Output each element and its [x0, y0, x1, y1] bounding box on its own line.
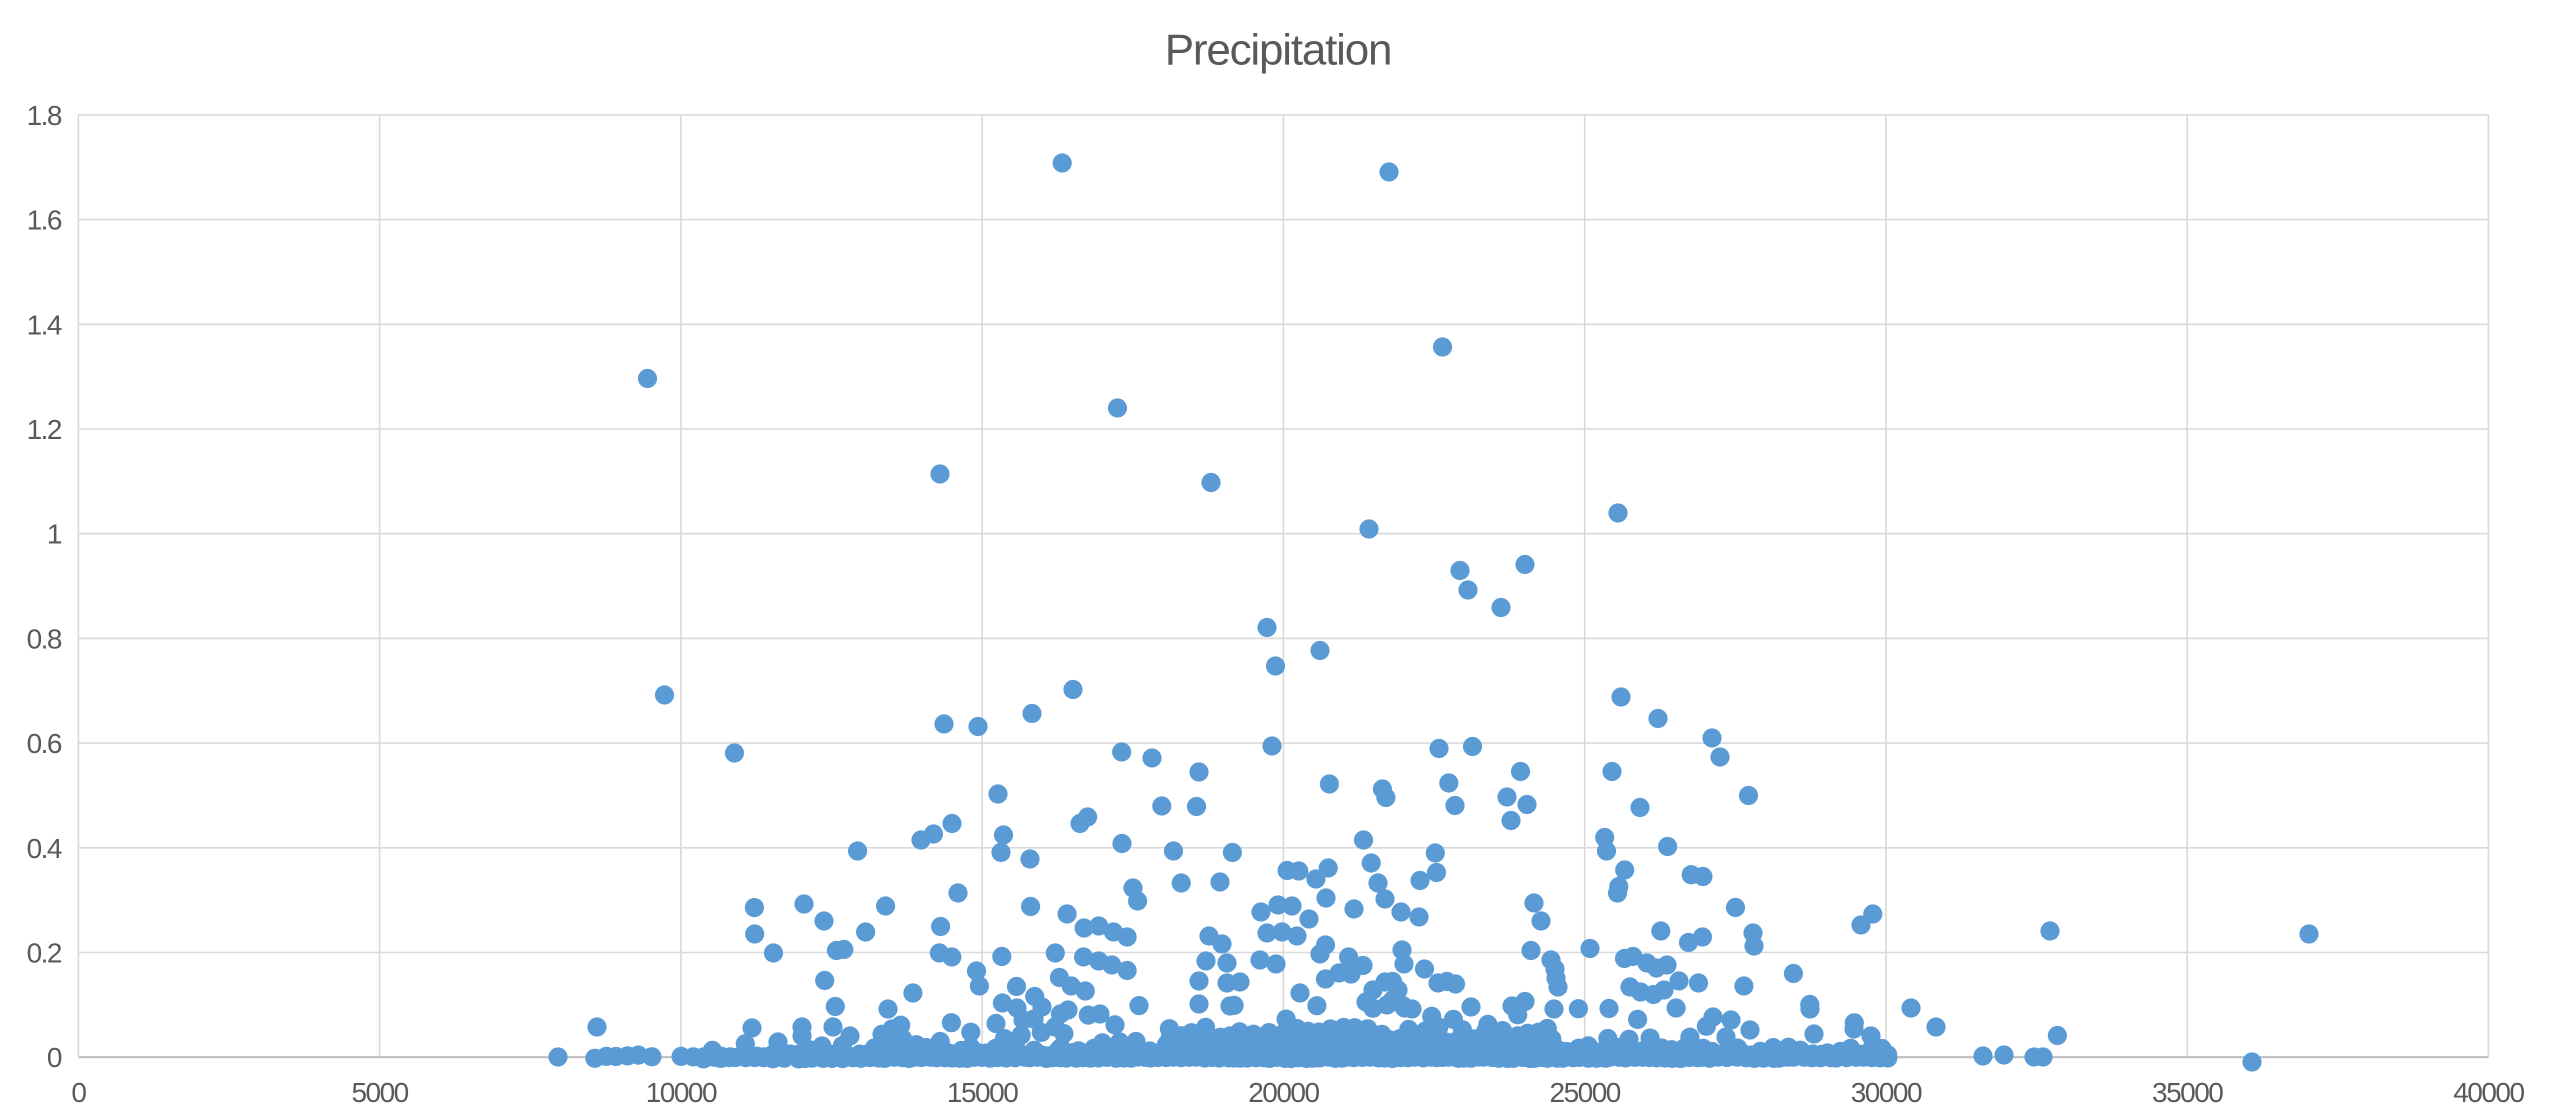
svg-text:0.4: 0.4: [27, 833, 62, 864]
svg-text:0: 0: [47, 1042, 62, 1073]
svg-text:0: 0: [71, 1077, 86, 1108]
svg-text:25000: 25000: [1550, 1077, 1621, 1108]
svg-text:20000: 20000: [1248, 1077, 1319, 1108]
svg-text:35000: 35000: [2152, 1077, 2223, 1108]
svg-text:1.2: 1.2: [27, 414, 62, 445]
svg-text:0.2: 0.2: [27, 938, 62, 969]
svg-text:1.8: 1.8: [27, 100, 62, 131]
svg-text:0.8: 0.8: [27, 623, 62, 654]
svg-text:5000: 5000: [351, 1077, 408, 1108]
svg-text:30000: 30000: [1851, 1077, 1922, 1108]
svg-text:1.6: 1.6: [27, 205, 62, 236]
svg-text:15000: 15000: [947, 1077, 1018, 1108]
svg-text:10000: 10000: [646, 1077, 717, 1108]
svg-text:1.4: 1.4: [27, 309, 62, 340]
svg-text:40000: 40000: [2453, 1077, 2524, 1108]
svg-text:Precipitation: Precipitation: [1165, 26, 1392, 75]
svg-text:1: 1: [47, 519, 62, 550]
svg-text:0.6: 0.6: [27, 728, 62, 759]
